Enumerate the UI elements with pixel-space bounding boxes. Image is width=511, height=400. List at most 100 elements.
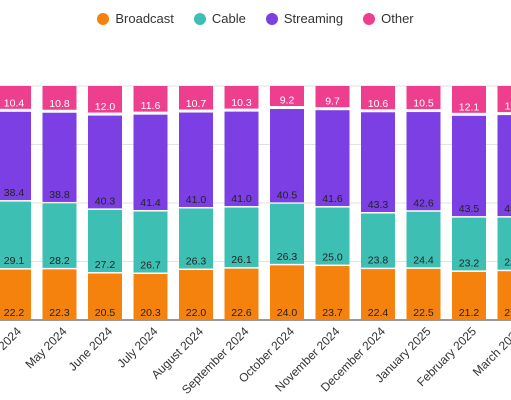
data-label-broadcast: 21.5	[504, 307, 511, 319]
data-label-streaming: 42.6	[413, 197, 434, 209]
data-label-other: 12.0	[95, 101, 116, 113]
data-label-broadcast: 21.2	[459, 307, 480, 319]
bar-streaming	[406, 112, 441, 211]
bars	[0, 86, 511, 320]
data-label-cable: 28.2	[49, 255, 70, 267]
data-label-other: 10.7	[186, 98, 207, 110]
data-label-other: 9.7	[325, 96, 340, 108]
data-label-broadcast: 23.7	[322, 307, 343, 319]
data-labels: 22.2 29.1 38.4 10.4 22.3 28.2 38.8 10.8 20.5 27.2…	[4, 95, 511, 319]
data-label-streaming: 41.6	[322, 193, 343, 205]
bar-cable	[361, 213, 395, 268]
bar-broadcast	[270, 265, 304, 320]
bar-streaming	[497, 115, 511, 217]
bar-broadcast	[361, 269, 395, 320]
bar-other	[224, 86, 259, 109]
bar-broadcast	[406, 268, 441, 320]
legend-item-streaming: Streaming	[265, 11, 344, 26]
bar-other	[315, 86, 350, 108]
legend-label-other: Other	[381, 11, 414, 26]
bar-broadcast	[0, 269, 31, 320]
bar-cable	[42, 203, 77, 268]
bar-broadcast	[497, 271, 511, 320]
legend-swatch-streaming	[265, 12, 278, 25]
bar-cable	[224, 207, 259, 268]
legend-item-cable: Cable	[193, 11, 246, 26]
bar-cable	[88, 209, 122, 273]
data-label-cable: 23.2	[459, 257, 480, 269]
data-label-other: 10.5	[413, 98, 434, 110]
data-label-streaming: 38.4	[4, 187, 25, 199]
bar-broadcast	[224, 268, 259, 320]
data-label-cable: 26.7	[140, 259, 161, 271]
legend: Broadcast Cable Streaming Other	[0, 11, 511, 26]
bar-streaming	[133, 114, 168, 211]
data-label-streaming: 43.5	[459, 203, 480, 215]
data-label-streaming: 38.8	[49, 189, 70, 201]
data-label-streaming: 41.0	[186, 194, 207, 206]
data-label-other: 10.4	[4, 97, 25, 109]
legend-item-broadcast: Broadcast	[97, 11, 174, 26]
bar-streaming	[361, 112, 395, 212]
x-tick-label: June 2024	[66, 324, 116, 374]
bar-streaming	[179, 112, 213, 207]
data-label-broadcast: 20.3	[140, 307, 161, 319]
data-label-broadcast: 22.4	[368, 307, 389, 319]
bar-broadcast	[452, 271, 486, 320]
data-label-streaming: 43.8	[504, 203, 511, 215]
bar-other	[88, 86, 122, 113]
data-label-other: 12.1	[459, 101, 480, 113]
data-label-other: 11.6	[141, 100, 161, 112]
data-label-broadcast: 22.2	[4, 307, 25, 319]
data-label-cable: 26.1	[231, 254, 252, 266]
bar-cable	[452, 217, 486, 271]
bar-other	[42, 86, 77, 110]
data-label-streaming: 43.3	[368, 199, 389, 211]
data-label-cable: 29.1	[4, 255, 25, 267]
data-label-other: 10.3	[231, 97, 252, 109]
data-label-cable: 27.2	[95, 259, 116, 271]
bar-broadcast	[315, 266, 350, 320]
bar-streaming	[224, 111, 259, 207]
legend-label-broadcast: Broadcast	[115, 11, 174, 26]
x-tick-label: July 2024	[114, 324, 160, 370]
bar-cable	[406, 211, 441, 268]
bar-cable	[0, 201, 31, 269]
data-label-streaming: 40.5	[277, 189, 298, 201]
bar-streaming	[88, 115, 122, 209]
data-label-broadcast: 22.0	[186, 307, 207, 319]
legend-label-streaming: Streaming	[283, 11, 344, 26]
data-label-cable: 22.9	[504, 257, 511, 269]
bar-other	[497, 86, 511, 113]
bar-other	[133, 86, 168, 112]
bar-broadcast	[133, 273, 168, 320]
data-label-cable: 25.0	[322, 252, 343, 264]
legend-swatch-broadcast	[97, 12, 110, 25]
bar-other	[361, 86, 395, 110]
data-label-broadcast: 24.0	[277, 307, 298, 319]
bar-other	[452, 86, 486, 113]
legend-swatch-other	[363, 12, 376, 25]
bar-other	[406, 86, 441, 110]
data-label-broadcast: 22.3	[49, 307, 70, 319]
data-label-cable: 26.3	[277, 251, 298, 263]
bar-cable	[315, 207, 350, 265]
data-label-streaming: 40.3	[95, 195, 116, 207]
bar-streaming	[315, 110, 350, 207]
legend-item-other: Other	[363, 11, 414, 26]
data-label-broadcast: 22.5	[413, 307, 434, 319]
data-label-broadcast: 22.6	[231, 307, 252, 319]
x-tick-label: May 2024	[22, 324, 69, 371]
bar-other	[0, 86, 31, 109]
x-tick-label: April 2024	[0, 324, 24, 372]
bar-cable	[179, 208, 213, 269]
legend-label-cable: Cable	[211, 11, 246, 26]
data-label-other: 11.8	[505, 101, 511, 113]
bar-streaming	[452, 115, 486, 217]
bar-other	[179, 86, 213, 110]
bar-cable	[497, 217, 511, 270]
data-label-streaming: 41.0	[231, 193, 252, 205]
bar-broadcast	[88, 273, 122, 320]
data-label-broadcast: 20.5	[95, 307, 116, 319]
